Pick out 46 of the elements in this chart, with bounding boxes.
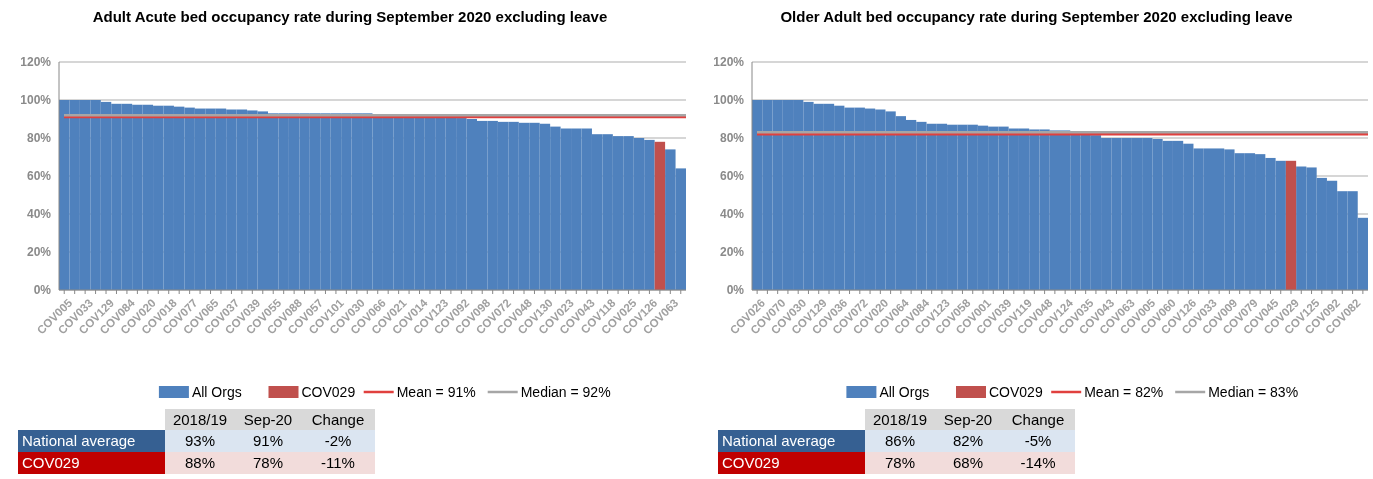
chart-title: Older Adult bed occupancy rate during September 2020 excluding leave — [780, 8, 1293, 25]
text: -5% — [1024, 432, 1052, 449]
text: -2% — [324, 432, 352, 449]
y-tick-label: 20% — [719, 245, 745, 259]
legend-label: Mean = 91% — [396, 384, 476, 400]
text: Change — [1011, 411, 1065, 428]
text: 78% — [252, 454, 284, 471]
legend-label: All Orgs — [191, 384, 242, 400]
legend-label: Median = 83% — [1208, 384, 1299, 400]
chart-title: Adult Acute bed occupancy rate during September 2020 excluding leave — [92, 8, 608, 25]
text: COV029 — [722, 454, 780, 471]
text: Sep-20 — [243, 411, 293, 428]
text: 68% — [952, 454, 984, 471]
y-tick-label: 80% — [26, 131, 52, 145]
y-tick-label: 40% — [26, 207, 52, 221]
legend-label: All Orgs — [879, 384, 930, 400]
legend-label: COV029 — [989, 384, 1043, 400]
y-tick-label: 60% — [26, 169, 52, 183]
y-tick-label: 100% — [20, 93, 52, 107]
y-tick-label: 0% — [33, 283, 52, 297]
y-tick-label: 80% — [719, 131, 745, 145]
text: National average — [722, 432, 836, 449]
text: Sep-20 — [943, 411, 993, 428]
y-tick-label: 120% — [20, 55, 52, 69]
text: Change — [311, 411, 365, 428]
y-tick-label: 60% — [719, 169, 745, 183]
legend-label: Median = 92% — [520, 384, 611, 400]
y-tick-label: 100% — [713, 93, 745, 107]
y-tick-label: 40% — [719, 207, 745, 221]
text: 78% — [884, 454, 916, 471]
y-tick-label: 0% — [726, 283, 745, 297]
y-tick-label: 120% — [713, 55, 745, 69]
text: 2018/19 — [172, 411, 228, 428]
legend-label: Mean = 82% — [1084, 384, 1164, 400]
text: 88% — [184, 454, 216, 471]
text: 91% — [252, 432, 284, 449]
text: 2018/19 — [872, 411, 928, 428]
y-tick-label: 20% — [26, 245, 52, 259]
legend-label: COV029 — [301, 384, 356, 400]
text: -11% — [321, 454, 355, 471]
text: National average — [22, 432, 136, 449]
text: 82% — [952, 432, 984, 449]
text: 93% — [184, 432, 216, 449]
text: 86% — [884, 432, 916, 449]
text: -14% — [1020, 454, 1056, 471]
text: COV029 — [22, 454, 80, 471]
